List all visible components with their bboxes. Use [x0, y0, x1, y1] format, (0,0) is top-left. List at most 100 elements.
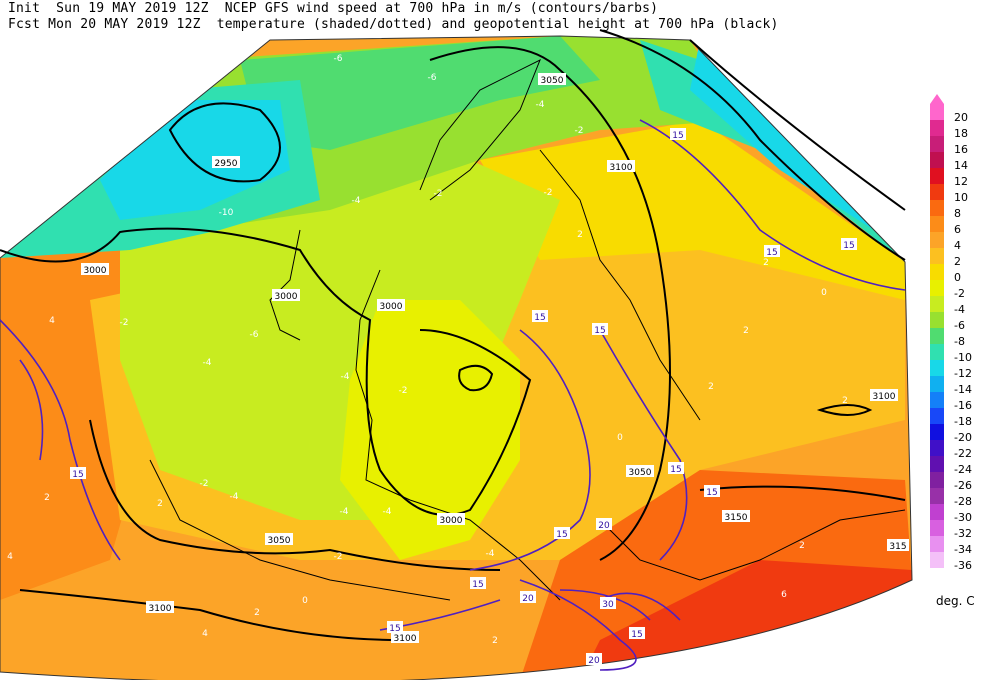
temperature-label: -6 [334, 54, 343, 64]
colorbar-swatch [930, 520, 944, 536]
height-label: 3050 [268, 536, 291, 546]
colorbar-units: deg. C [936, 594, 975, 608]
temperature-label: 4 [49, 316, 55, 326]
colorbar-label: -34 [954, 543, 972, 556]
wind-label: 15 [389, 624, 400, 634]
wind-label-bg [596, 518, 612, 530]
wind-label-bg [554, 527, 570, 539]
colorbar-label: -32 [954, 527, 972, 540]
wind-label-bg [670, 128, 686, 140]
wind-label: 15 [631, 630, 642, 640]
temperature-label: 4 [202, 629, 208, 639]
colorbar-label: -16 [954, 399, 972, 412]
colorbar-label: -12 [954, 367, 972, 380]
colorbar-label: -22 [954, 447, 972, 460]
colorbar-swatch [930, 440, 944, 456]
height-label-bg [626, 465, 654, 477]
wind-label: 15 [766, 248, 777, 258]
colorbar-label: -2 [954, 287, 965, 300]
colorbar-label: -30 [954, 511, 972, 524]
colorbar-swatch [930, 312, 944, 328]
colorbar-swatch [930, 120, 944, 136]
colorbar-label: 12 [954, 175, 968, 188]
colorbar-swatch [930, 424, 944, 440]
height-label: 3150 [725, 513, 748, 523]
height-label-bg [265, 533, 293, 545]
temperature-label: -4 [203, 358, 212, 368]
temperature-label: 2 [842, 396, 848, 406]
height-label-bg [272, 289, 300, 301]
colorbar-label: 6 [954, 223, 961, 236]
colorbar-label: 16 [954, 143, 968, 156]
wind-label: 15 [706, 488, 717, 498]
colorbar-swatch [930, 392, 944, 408]
height-labels: 2950300030003000300030503050305031003100… [81, 73, 909, 644]
height-label-bg [212, 156, 240, 168]
wind-label-bg [764, 245, 780, 257]
wind-label: 30 [602, 600, 614, 610]
temperature-label: -10 [219, 208, 234, 218]
temperature-label: -2 [200, 479, 209, 489]
temperature-label: -2 [334, 552, 343, 562]
colorbar-swatch [930, 200, 944, 216]
temperature-label: -2 [575, 126, 584, 136]
colorbar-swatch [930, 232, 944, 248]
height-label: 3050 [541, 76, 564, 86]
colorbar-swatch [930, 360, 944, 376]
colorbar-arrow-icon [930, 94, 944, 104]
wind-label-bg [629, 627, 645, 639]
colorbar-label: -26 [954, 479, 972, 492]
colorbar-swatch [930, 136, 944, 152]
wind-label-bg [668, 462, 684, 474]
temperature-label: -2 [120, 318, 129, 328]
height-label-bg [146, 601, 174, 613]
temperature-label: 2 [799, 541, 805, 551]
height-label: 2950 [215, 159, 238, 169]
colorbar-label: -10 [954, 351, 972, 364]
height-label-bg [81, 263, 109, 275]
height-label: 315 [889, 542, 906, 552]
temperature-label: 2 [743, 326, 749, 336]
colorbar-label: 10 [954, 191, 968, 204]
wind-label-bg [592, 323, 608, 335]
colorbar-label: 20 [954, 111, 968, 124]
wind-label: 20 [598, 521, 610, 531]
temperature-label: 2 [492, 636, 498, 646]
colorbar-swatch [930, 408, 944, 424]
height-label-bg [887, 539, 909, 551]
temperature-label: 2 [157, 499, 163, 509]
temperature-label: 2 [763, 258, 769, 268]
height-label: 3100 [873, 392, 896, 402]
height-label-bg [377, 299, 405, 311]
temperature-label: 2 [708, 382, 714, 392]
temperature-label: -2 [544, 188, 553, 198]
colorbar-swatch [930, 296, 944, 312]
colorbar-label: 4 [954, 239, 961, 252]
colorbar-label: -24 [954, 463, 972, 476]
colorbar-swatch [930, 168, 944, 184]
temperature-label: 0 [821, 288, 827, 298]
wind-label-bg [70, 467, 86, 479]
colorbar-swatch [930, 488, 944, 504]
header-init-line: Init Sun 19 MAY 2019 12Z NCEP GFS wind s… [8, 1, 659, 16]
temperature-label: 2 [254, 608, 260, 618]
temperature-label: -6 [250, 330, 259, 340]
colorbar-swatch [930, 552, 944, 568]
wind-label-bg [532, 310, 548, 322]
colorbar-label: 18 [954, 127, 968, 140]
wind-label-bg [387, 621, 403, 633]
wind-label-bg [470, 577, 486, 589]
height-label: 3000 [84, 266, 107, 276]
coastlines [149, 58, 906, 601]
height-label-bg [870, 389, 898, 401]
height-label-bg [391, 631, 419, 643]
colorbar-swatch [930, 104, 944, 120]
temperature-label: 6 [781, 590, 787, 600]
colorbar-swatch [930, 376, 944, 392]
wind-label-bg [704, 485, 720, 497]
header-forecast-line: Fcst Mon 20 MAY 2019 12Z temperature (sh… [8, 17, 779, 32]
height-label: 3000 [380, 302, 403, 312]
wind-label: 15 [843, 241, 854, 251]
